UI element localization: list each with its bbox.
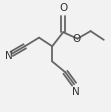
- Text: O: O: [73, 34, 81, 44]
- Text: N: N: [5, 51, 13, 61]
- Text: O: O: [59, 3, 67, 13]
- Text: N: N: [72, 87, 80, 97]
